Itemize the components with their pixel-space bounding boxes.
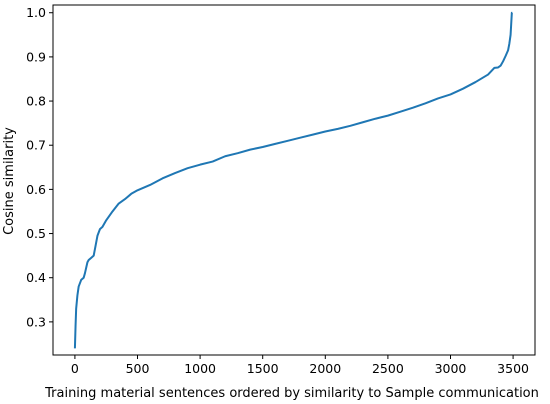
x-tick-label: 2000 <box>309 361 341 376</box>
x-tick-label: 2500 <box>372 361 404 376</box>
plot-frame <box>52 4 536 356</box>
x-tick-label: 3500 <box>497 361 529 376</box>
y-tick-label: 0.9 <box>26 49 46 64</box>
y-tick-label: 0.5 <box>26 226 46 241</box>
y-tick-label: 0.8 <box>26 94 46 109</box>
y-tick-label: 0.6 <box>26 182 46 197</box>
y-axis-title: Cosine similarity <box>2 127 17 235</box>
x-axis-title: Training material sentences ordered by s… <box>44 386 539 401</box>
series-line-0 <box>73 11 513 349</box>
x-tick-label: 3000 <box>435 361 467 376</box>
y-tick-label: 0.4 <box>26 270 46 285</box>
y-tick-label: 0.7 <box>26 138 46 153</box>
axes: 0 500 1000 1500 2000 2500 3000 3500 0.3 0.4 0.5 0.6… <box>26 4 536 376</box>
x-tick-label: 1500 <box>247 361 279 376</box>
x-tick-label: 0 <box>71 361 79 376</box>
y-tick-label: 1.0 <box>26 5 46 20</box>
x-tick-label: 1000 <box>184 361 216 376</box>
y-tick-label: 0.3 <box>26 314 46 329</box>
plot-area <box>73 11 513 349</box>
x-tick-label: 500 <box>126 361 150 376</box>
